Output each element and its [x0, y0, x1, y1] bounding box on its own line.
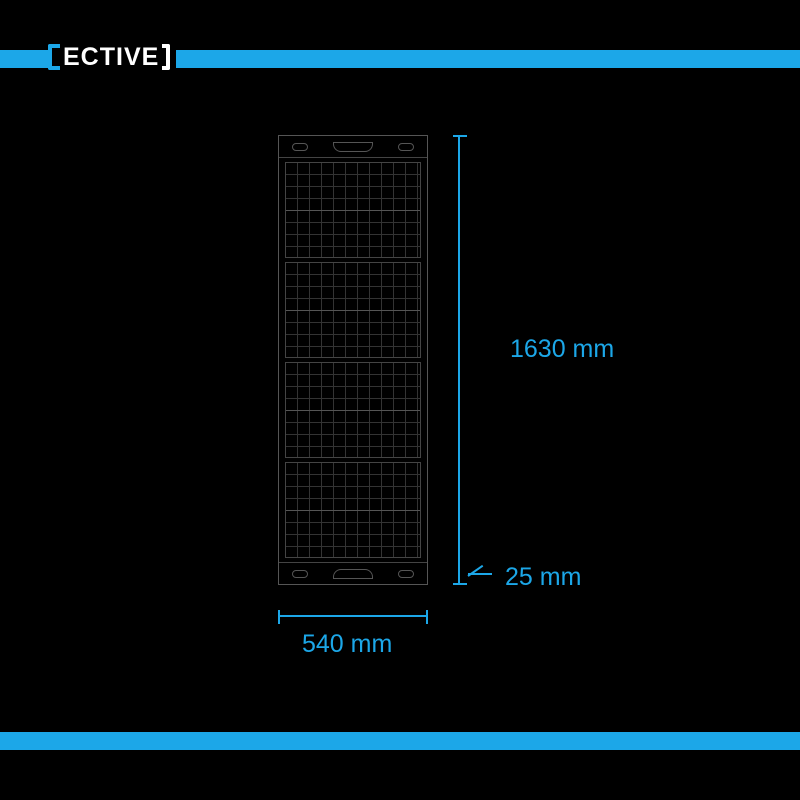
- height-dimension-line: [458, 135, 460, 585]
- mounting-hole-icon: [398, 570, 414, 578]
- solar-cell-segment: [285, 462, 421, 558]
- panel-top-cap: [279, 136, 427, 158]
- product-outline: [278, 135, 428, 585]
- panel-cell-group: [279, 158, 427, 562]
- height-dimension-label: 1630 mm: [510, 335, 614, 364]
- bottom-accent-bar: [0, 732, 800, 750]
- solar-cell-segment: [285, 262, 421, 358]
- width-dimension-line: [278, 615, 428, 617]
- mounting-hole-icon: [398, 143, 414, 151]
- handle-icon: [333, 569, 373, 579]
- width-dimension-label: 540 mm: [302, 630, 392, 659]
- mounting-hole-icon: [292, 143, 308, 151]
- brand-name: ECTIVE: [63, 45, 159, 70]
- depth-dimension-indicator: [468, 573, 492, 575]
- depth-diagonal-icon: [467, 565, 483, 577]
- logo-bracket-icon: [48, 44, 60, 70]
- panel-bottom-cap: [279, 562, 427, 584]
- solar-cell-segment: [285, 362, 421, 458]
- dimension-diagram: 1630 mm 540 mm 25 mm: [0, 125, 800, 685]
- depth-line-icon: [468, 573, 492, 575]
- logo-bracket-right-icon: [162, 44, 170, 70]
- mounting-hole-icon: [292, 570, 308, 578]
- solar-cell-segment: [285, 162, 421, 258]
- handle-icon: [333, 142, 373, 152]
- brand-logo: ECTIVE: [48, 44, 176, 70]
- depth-dimension-label: 25 mm: [505, 563, 581, 592]
